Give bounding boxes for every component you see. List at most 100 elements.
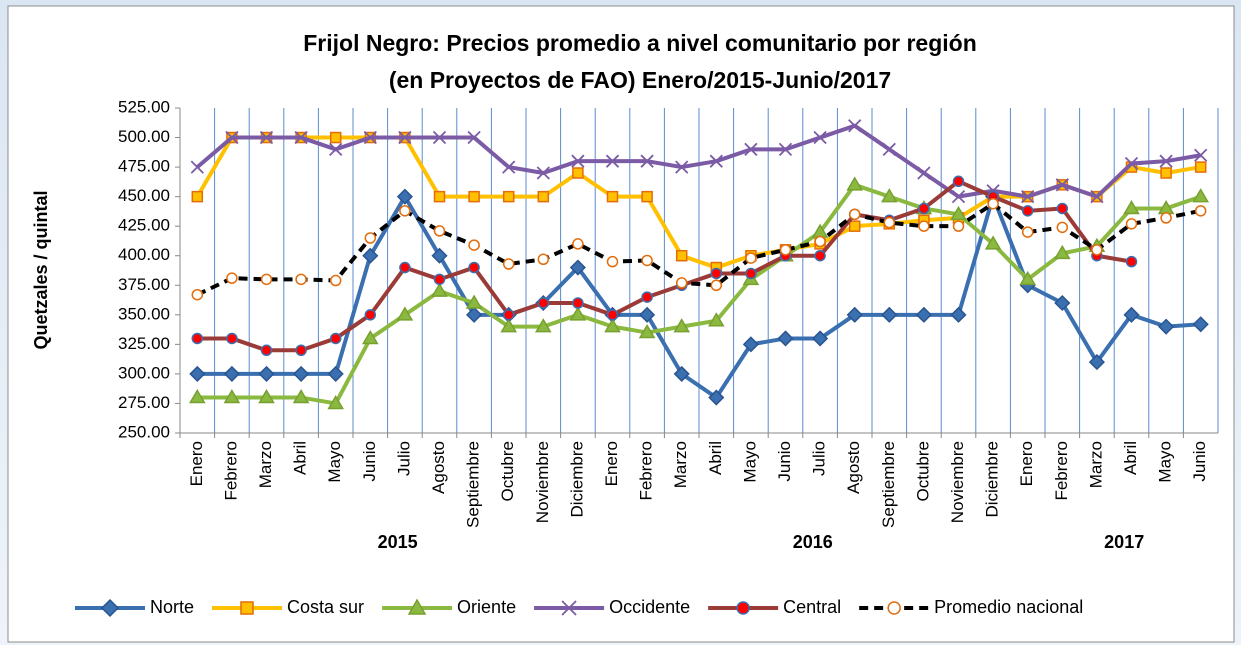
marker [1160,212,1172,224]
marker [848,220,861,232]
marker [398,130,412,145]
marker [1021,205,1034,217]
marker [363,130,377,145]
year-label: 2017 [1104,532,1144,552]
marker [814,235,826,248]
marker [950,306,967,323]
marker [295,344,307,357]
marker [259,130,274,145]
marker [571,154,585,168]
x-tick-label: Septiembre [879,441,898,528]
marker [327,365,344,382]
marker [329,142,343,157]
marker [399,205,411,217]
marker [846,176,864,191]
series-line [197,179,1132,353]
marker [1123,306,1140,323]
marker [745,267,757,280]
marker [987,197,999,210]
marker [641,291,653,303]
y-tick-label: 325.00 [118,334,170,353]
x-tick-label: Julio [810,441,829,476]
legend-item: Costa sur [212,597,364,617]
legend-label: Occidente [609,597,690,617]
marker [433,273,446,286]
marker [468,239,480,251]
marker [1125,255,1138,268]
marker [468,261,480,274]
marker [191,288,204,301]
series-line [197,182,1202,406]
marker [1192,188,1210,203]
y-tick-label: 500.00 [118,127,170,146]
marker [1194,205,1207,217]
marker [399,261,411,274]
legend-label: Oriente [457,597,516,617]
marker [1056,202,1069,215]
marker [814,249,826,262]
marker [918,202,930,215]
marker [100,598,120,618]
marker [1194,161,1207,173]
marker [295,273,307,286]
marker [258,389,275,404]
x-tick-label: Abril [291,441,310,475]
legend-item: Promedio nacional [859,597,1083,617]
marker [502,309,515,321]
series-line [197,194,1201,400]
y-tick-label: 475.00 [118,157,170,176]
marker [225,130,239,145]
legend-label: Promedio nacional [934,597,1083,617]
marker [432,130,447,145]
marker [260,344,273,357]
marker [327,394,345,410]
marker [777,330,794,347]
marker [260,273,273,286]
x-tick-label: Julio [394,441,413,476]
marker [329,332,342,345]
marker [500,318,518,333]
x-tick-label: Junio [360,441,379,482]
marker [638,324,656,339]
marker [708,389,725,406]
y-tick-label: 525.00 [118,97,170,116]
marker [1159,154,1173,168]
legend-label: Norte [150,597,194,617]
marker [572,167,584,179]
marker [881,306,898,323]
marker [572,297,584,309]
x-tick-label: Diciembre [567,441,586,518]
series-line [196,201,1202,297]
y-tick-label: 275.00 [118,393,170,412]
x-tick-label: Junio [1190,441,1209,482]
y-axis-label: Quetzales / quintal [31,190,51,349]
marker [604,318,621,333]
y-tick-label: 300.00 [118,363,170,382]
marker [778,142,793,157]
marker [880,188,898,203]
marker [641,190,653,203]
marker [1091,244,1103,256]
marker [710,267,723,280]
legend-item: Central [708,597,841,617]
marker [465,294,483,309]
marker [294,130,308,145]
marker [1125,218,1138,230]
marker [466,306,483,323]
x-tick-label: Enero [602,441,621,486]
x-tick-label: Octubre [913,441,932,501]
marker [361,329,379,345]
marker [1053,244,1071,260]
x-tick-label: Febrero [637,441,656,501]
series [191,175,1138,357]
x-tick-label: Octubre [498,441,517,501]
marker [433,225,446,237]
marker [1055,178,1069,192]
x-tick-label: Marzo [256,441,275,488]
x-tick-label: Mayo [1156,441,1175,483]
x-tick-label: Febrero [1052,441,1071,501]
x-tick-label: Abril [706,441,725,475]
marker [1158,318,1175,335]
x-tick-label: Noviembre [533,441,552,523]
